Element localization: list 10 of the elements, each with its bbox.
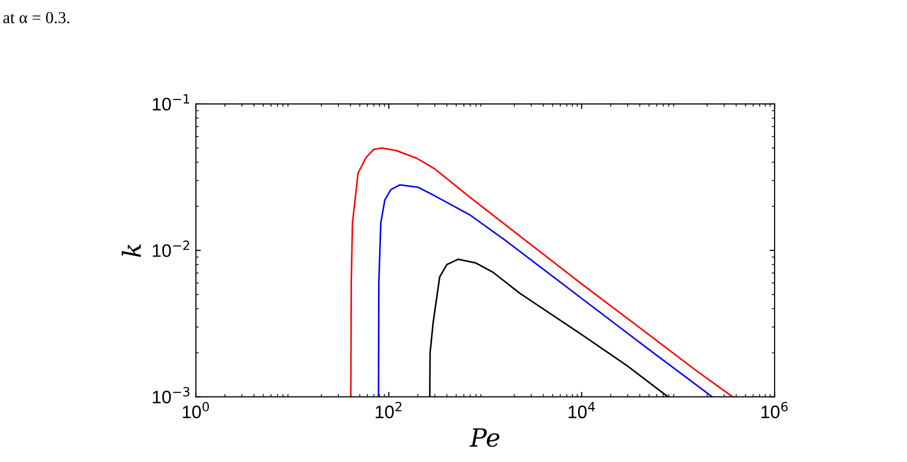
y-tick-label: 10$^{−2}$ (152, 240, 190, 257)
x-tick-label: 10$^{2}$ (376, 402, 402, 418)
x-tick-label: 10$^{6}$ (762, 402, 788, 418)
x-tick-label: 10$^{4}$ (568, 402, 595, 418)
x-tick-label: 10$^{0}$ (182, 402, 209, 418)
y-axis-title: k (122, 244, 141, 257)
text: at α = 0.3. (3, 12, 70, 24)
y-tick-label: 10$^{−1}$ (152, 94, 190, 111)
y-tick-label: 10$^{−3}$ (152, 386, 190, 404)
x-axis-title: Pe (470, 428, 500, 447)
